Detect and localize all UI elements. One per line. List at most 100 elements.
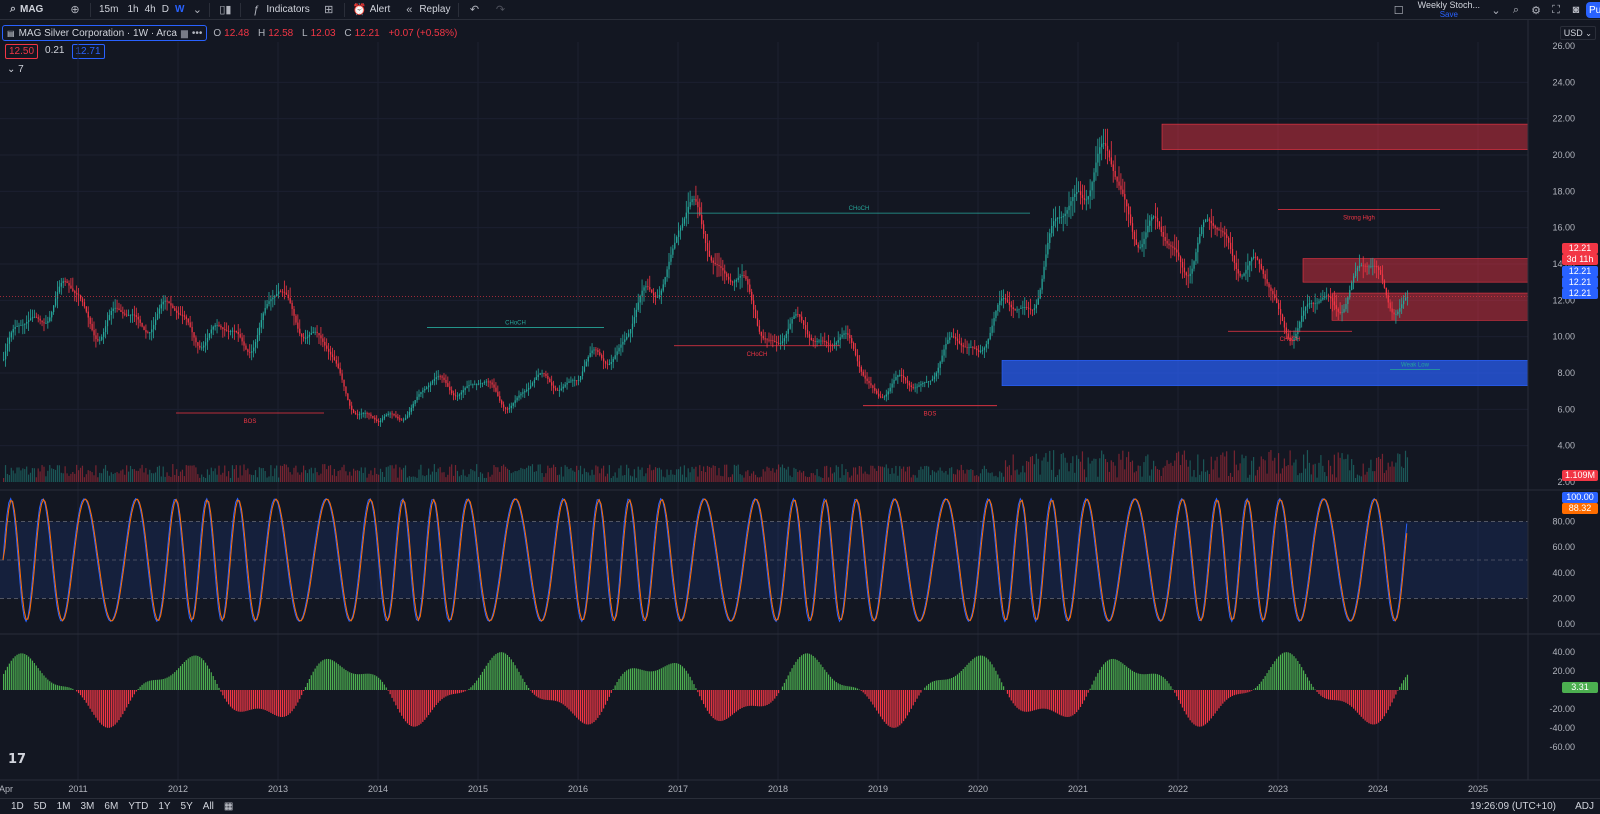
histogram-bar [1345, 690, 1347, 703]
ask-button[interactable]: 12.71 [71, 44, 105, 59]
volume-bar [824, 466, 826, 482]
range-3m[interactable]: 3M [80, 801, 95, 812]
snapshot-button[interactable]: ◙ [1566, 0, 1586, 20]
range-1m[interactable]: 1M [56, 801, 71, 812]
layout-toggle[interactable]: ☐ [1386, 0, 1412, 20]
histogram-bar [328, 658, 330, 690]
chart-type-button[interactable]: ▯▮ [212, 0, 238, 20]
time-axis-label: 2025 [1468, 784, 1488, 794]
candle [1183, 267, 1186, 273]
candle [1258, 259, 1261, 264]
histogram-bar [1306, 677, 1309, 690]
range-ytd[interactable]: YTD [128, 801, 149, 812]
clock[interactable]: 19:26:09 (UTC+10) [1470, 801, 1556, 812]
volume-bar [272, 476, 274, 482]
histogram-bar [556, 690, 559, 702]
symbol-legend[interactable]: ▤ MAG Silver Corporation · 1W · Arca ▆ •… [2, 25, 208, 41]
volume-bar [1122, 450, 1124, 482]
interval-15m[interactable]: 15m [99, 4, 119, 15]
date-range-button[interactable]: ▦ [219, 801, 238, 812]
undo-button[interactable]: ↶ [461, 0, 487, 20]
interval-w[interactable]: W [174, 4, 185, 15]
histogram-bar [172, 673, 174, 690]
replay-button[interactable]: « Replay [396, 0, 456, 20]
alert-button[interactable]: ⏰ Alert [347, 0, 397, 20]
histogram-bar [608, 690, 610, 697]
histogram-bar [666, 665, 668, 690]
candle [381, 418, 384, 421]
candle [460, 392, 462, 395]
range-1y[interactable]: 1Y [158, 801, 171, 812]
candle [1256, 257, 1259, 260]
volume-bar [679, 466, 682, 482]
interval-1h[interactable]: 1h [127, 4, 139, 15]
indicators-collapse[interactable]: ⌄ 7 [7, 64, 24, 75]
redo-button[interactable]: ↷ [487, 0, 513, 20]
interval-dropdown[interactable]: ⌄ [187, 0, 207, 20]
range-all[interactable]: All [202, 801, 214, 812]
range-6m[interactable]: 6M [104, 801, 119, 812]
templates-button[interactable]: ⊞ [316, 0, 342, 20]
bid-button[interactable]: 12.50 [5, 44, 39, 59]
candle [1395, 313, 1397, 315]
candle [441, 376, 443, 378]
volume-bar [710, 467, 712, 482]
candle [960, 343, 962, 346]
candle [795, 314, 797, 316]
candle [885, 394, 887, 397]
range-5y[interactable]: 5Y [180, 801, 193, 812]
fullscreen-button[interactable]: ⛶ [1546, 0, 1566, 20]
indicators-icon: ƒ [253, 3, 260, 16]
candle [4, 351, 7, 360]
indicators-button[interactable]: ƒ Indicators [243, 0, 315, 20]
adj-toggle[interactable]: ADJ [1575, 801, 1594, 812]
compare-button[interactable]: ⊕ [62, 0, 88, 20]
candle [110, 310, 112, 315]
volume-bar [635, 477, 637, 482]
currency-select[interactable]: USD ⌄ [1559, 26, 1596, 40]
layout-dropdown[interactable]: ⌄ [1486, 0, 1506, 20]
candle [745, 276, 747, 280]
histogram-bar [604, 690, 607, 705]
histogram-bar [278, 690, 280, 717]
candle [1010, 304, 1012, 308]
volume-bar [943, 472, 945, 482]
candle [560, 388, 562, 390]
quick-search-button[interactable]: ⌕ [1506, 0, 1526, 20]
histogram-bar [762, 690, 764, 707]
histogram-bar [881, 690, 884, 720]
histogram-bar [1247, 690, 1249, 693]
volume-bar [728, 477, 730, 482]
candle [1162, 232, 1164, 237]
histogram-bar [704, 690, 707, 708]
candle [887, 391, 889, 395]
chevron-down-icon: ⌄ [7, 64, 16, 75]
range-1d[interactable]: 1D [11, 801, 24, 812]
settings-button[interactable]: ⚙ [1526, 0, 1546, 20]
histogram-bar [745, 690, 747, 707]
price-badge: 12.21 [1562, 277, 1598, 288]
range-5d[interactable]: 5D [33, 801, 47, 812]
more-icon[interactable]: ••• [191, 27, 203, 39]
volume-bar [993, 476, 995, 482]
volume-bar [122, 469, 124, 482]
volume-bar [151, 473, 153, 482]
histogram-bar [549, 690, 551, 701]
interval-d[interactable]: D [161, 4, 169, 15]
volume-bar [254, 470, 257, 482]
publish-button[interactable]: Pu [1586, 2, 1600, 18]
structure-label: CHoCH [1280, 337, 1301, 343]
histogram-bar [54, 684, 57, 690]
candle [579, 376, 582, 381]
candle [1206, 219, 1209, 221]
tradingview-logo[interactable]: 17 [8, 752, 27, 767]
interval-4h[interactable]: 4h [144, 4, 156, 15]
volume-bar [587, 472, 589, 482]
layout-menu[interactable]: Weekly Stoch... Save [1412, 0, 1486, 20]
candle [897, 375, 899, 378]
histogram-bar [235, 690, 237, 711]
candle [443, 377, 445, 380]
symbol-search[interactable]: ⌕ MAG [0, 0, 62, 20]
volume-bar [435, 472, 437, 482]
